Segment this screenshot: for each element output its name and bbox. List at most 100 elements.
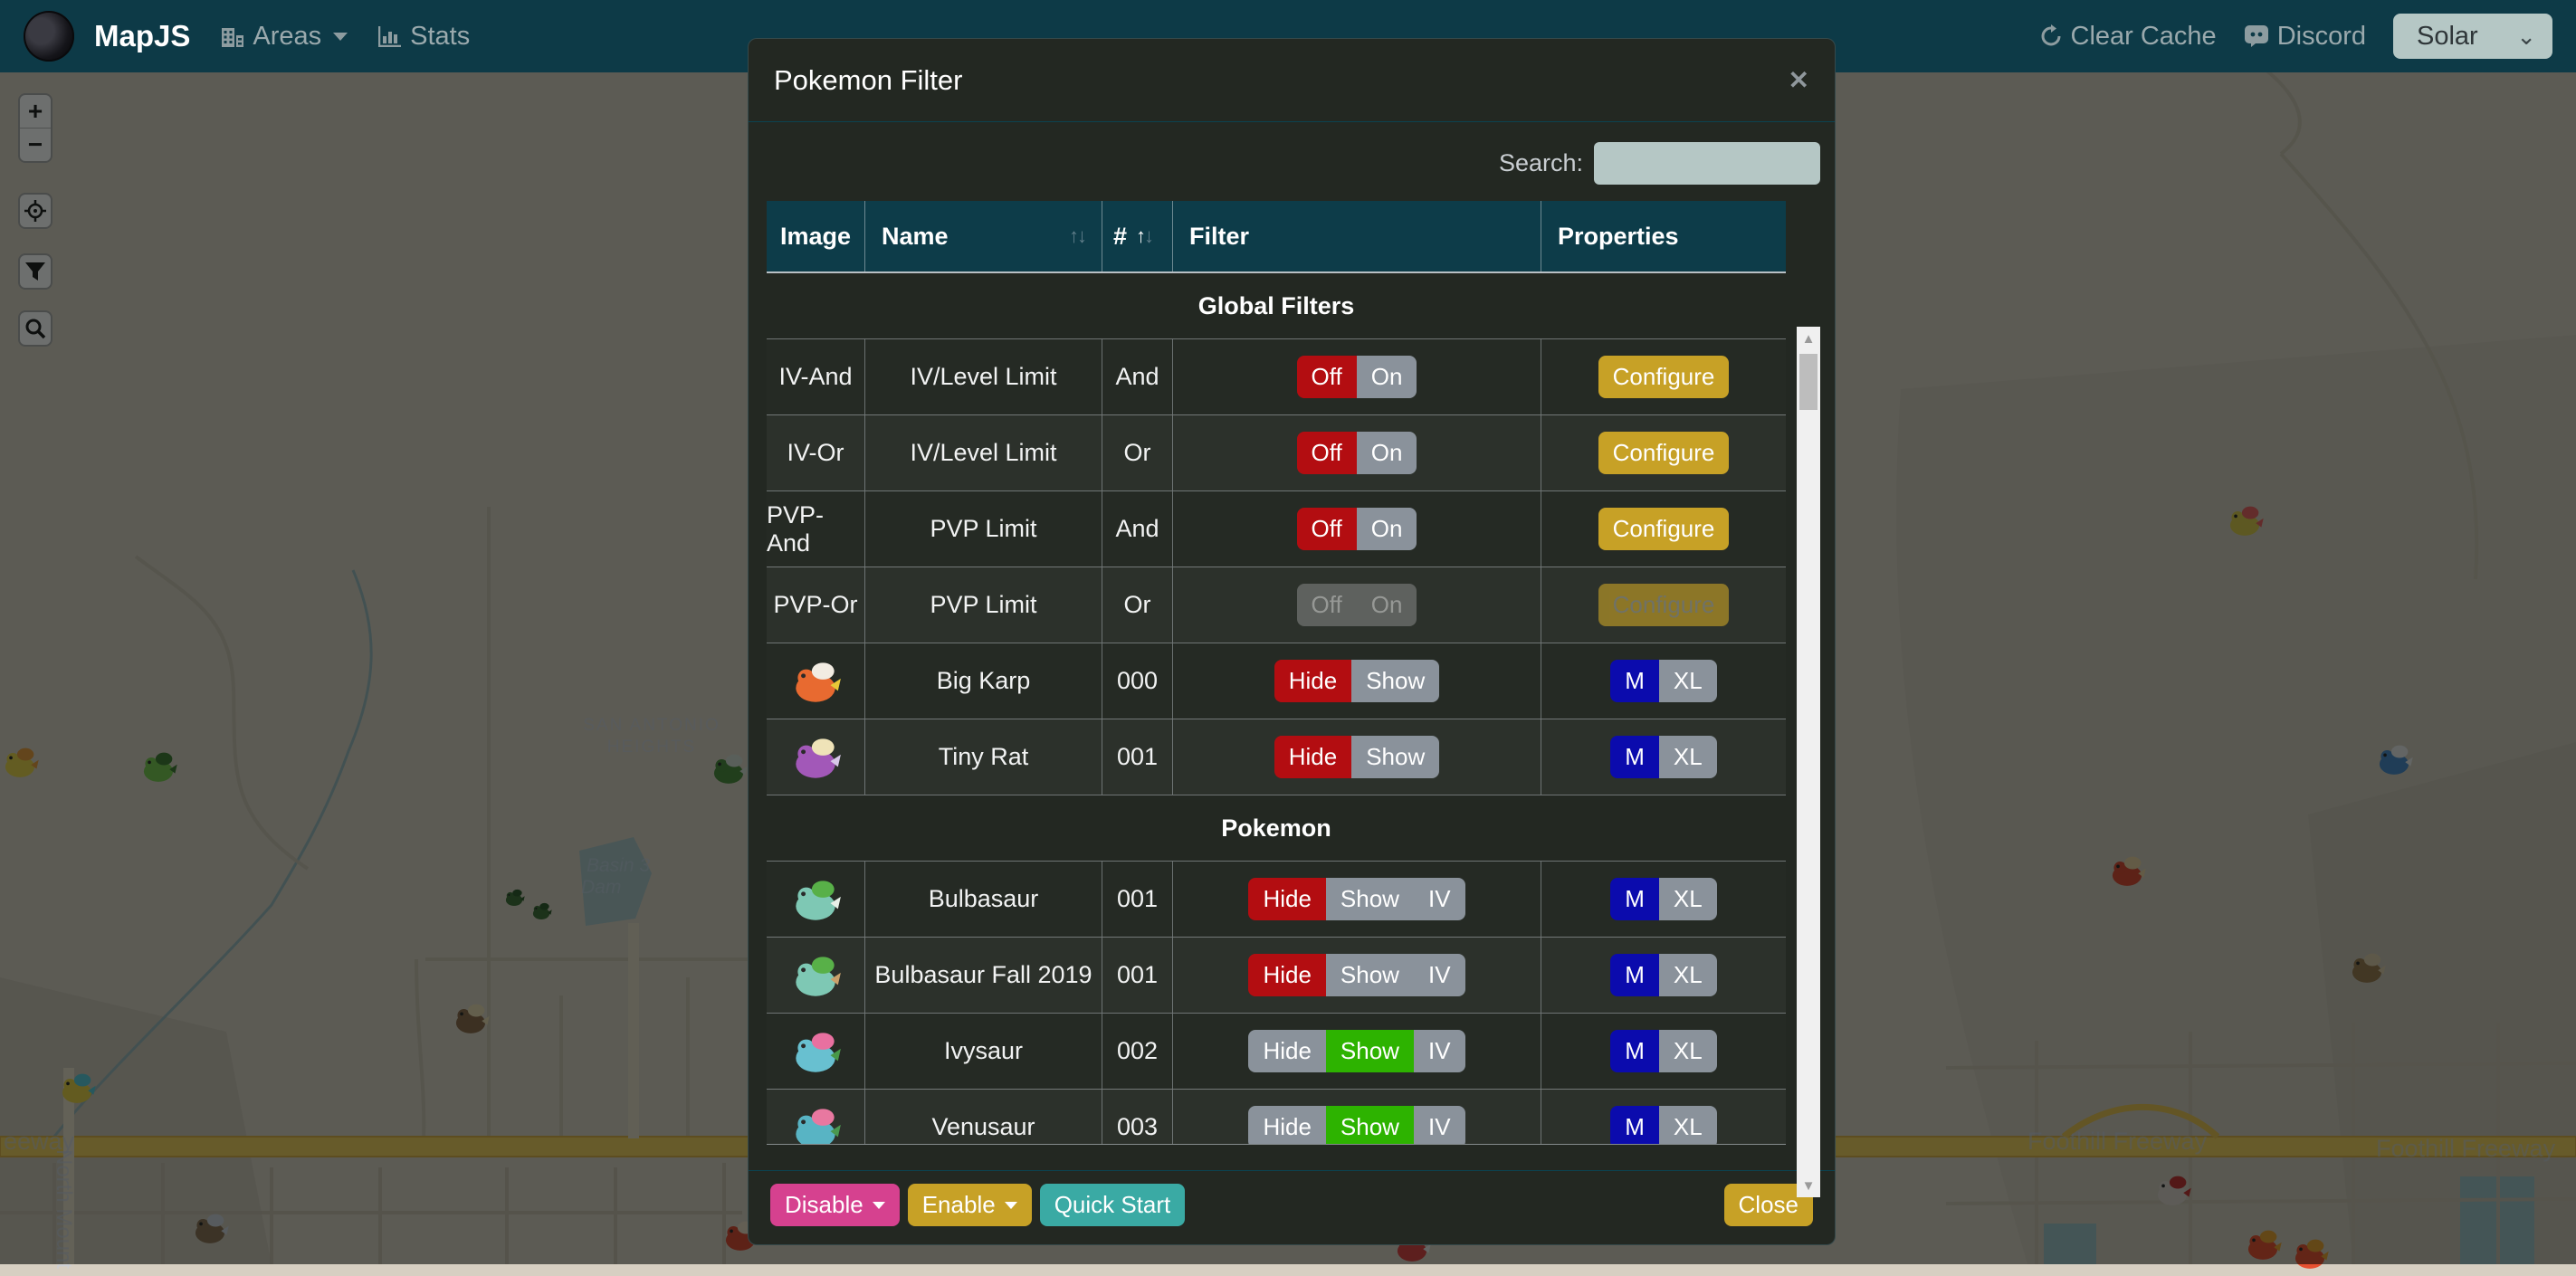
filter-toggle-group: Hide Show IV: [1248, 878, 1465, 920]
modal-body: Search: Image Name ↑↓ # ↑↓ Filter Properties G…: [749, 122, 1835, 1145]
pokemon-sprite-cell: [767, 719, 865, 795]
filter-cell: Off On: [1173, 339, 1541, 414]
filter-id-cell: IV-And: [767, 339, 865, 414]
scrollbar-thumb[interactable]: [1799, 354, 1818, 410]
filter-toggle-hide-button[interactable]: Hide: [1274, 736, 1352, 778]
pokemon-sprite-ivysaur: [796, 1032, 841, 1072]
configure-button[interactable]: Configure: [1598, 356, 1730, 398]
filter-toggle-show-button[interactable]: Show: [1351, 736, 1440, 778]
number-cell: 001: [1102, 938, 1173, 1013]
filter-cell: Hide Show IV: [1173, 1090, 1541, 1144]
filter-toggle-show-button[interactable]: Show: [1325, 1106, 1414, 1144]
filter-toggle-show-button[interactable]: Show: [1351, 660, 1440, 702]
filter-toggle-off-button[interactable]: Off: [1296, 356, 1357, 398]
filter-toggle-hide-button[interactable]: Hide: [1248, 954, 1326, 996]
name-cell: PVP Limit: [865, 491, 1102, 567]
map-style-select[interactable]: Solar ⌄: [2393, 14, 2552, 59]
filter-toggle-on-button[interactable]: On: [1356, 356, 1417, 398]
size-m-button[interactable]: M: [1610, 660, 1659, 702]
filter-toggle-hide-button[interactable]: Hide: [1274, 660, 1352, 702]
filter-id-cell: PVP-And: [767, 491, 865, 567]
filter-toggle-group: Hide Show: [1274, 660, 1440, 702]
filter-toggle-on-button[interactable]: On: [1356, 508, 1417, 550]
filter-toggle-off-button[interactable]: Off: [1296, 584, 1357, 626]
nav-stats[interactable]: Stats: [378, 22, 470, 52]
filter-toggle-iv-button[interactable]: IV: [1413, 878, 1465, 920]
filter-toggle-off-button[interactable]: Off: [1296, 432, 1357, 474]
name-cell: Bulbasaur Fall 2019: [865, 938, 1102, 1013]
column-header-name[interactable]: Name ↑↓: [865, 201, 1102, 271]
size-xl-button[interactable]: XL: [1658, 878, 1717, 920]
pokemon-sprite-bulbasaur: [796, 880, 841, 920]
column-header-[interactable]: # ↑↓: [1102, 201, 1173, 271]
column-header-label: Filter: [1189, 222, 1250, 250]
chevron-down-icon: ⌄: [2516, 22, 2536, 50]
size-xl-button[interactable]: XL: [1658, 954, 1717, 996]
search-input[interactable]: [1594, 142, 1820, 185]
filter-toggle-show-button[interactable]: Show: [1325, 954, 1414, 996]
filter-toggle-hide-button[interactable]: Hide: [1248, 1106, 1326, 1144]
size-xl-button[interactable]: XL: [1658, 1030, 1717, 1072]
filter-toggle-iv-button[interactable]: IV: [1413, 1106, 1465, 1144]
discord-link[interactable]: Discord: [2244, 22, 2366, 52]
size-m-button[interactable]: M: [1610, 954, 1659, 996]
disable-button[interactable]: Disable: [770, 1184, 900, 1226]
table-scroll-area[interactable]: Global Filters IV-And IV/Level Limit And Off…: [767, 273, 1786, 1145]
modal-title: Pokemon Filter: [774, 63, 963, 96]
scrollbar-down-icon[interactable]: ▼: [1801, 1177, 1816, 1194]
nav-areas[interactable]: Areas: [221, 22, 348, 52]
number-cell: Or: [1102, 567, 1173, 643]
name-cell: Bulbasaur: [865, 862, 1102, 937]
properties-cell: Configure: [1541, 491, 1786, 567]
size-group: M XL: [1610, 1030, 1717, 1072]
filter-toggle-hide-button[interactable]: Hide: [1248, 878, 1326, 920]
properties-cell: Configure: [1541, 567, 1786, 643]
filter-cell: Hide Show IV: [1173, 862, 1541, 937]
quick-start-button[interactable]: Quick Start: [1039, 1184, 1186, 1226]
column-header-properties[interactable]: Properties: [1541, 201, 1786, 271]
filter-toggle-iv-button[interactable]: IV: [1413, 1030, 1465, 1072]
configure-button[interactable]: Configure: [1598, 508, 1730, 550]
filter-toggle-iv-button[interactable]: IV: [1413, 954, 1465, 996]
pokemon-sprite-magikarp: [796, 662, 841, 702]
filter-toggle-group: Hide Show IV: [1248, 1030, 1465, 1072]
size-m-button[interactable]: M: [1610, 1106, 1659, 1144]
filter-toggle-show-button[interactable]: Show: [1325, 1030, 1414, 1072]
filter-toggle-on-button[interactable]: On: [1356, 432, 1417, 474]
size-xl-button[interactable]: XL: [1658, 1106, 1717, 1144]
clear-cache-button[interactable]: Clear Cache: [2039, 22, 2217, 52]
brand-title[interactable]: MapJS: [94, 19, 191, 52]
size-m-button[interactable]: M: [1610, 736, 1659, 778]
table-row: Venusaur 003 Hide Show IV M XL: [767, 1089, 1786, 1144]
sort-icon[interactable]: ↑↓: [1069, 224, 1087, 247]
button-label: Enable: [921, 1191, 996, 1218]
scrollbar-up-icon[interactable]: ▲: [1801, 330, 1816, 347]
size-xl-button[interactable]: XL: [1658, 736, 1717, 778]
name-cell: Ivysaur: [865, 1014, 1102, 1089]
column-header-image[interactable]: Image: [767, 201, 865, 271]
filter-toggle-off-button[interactable]: Off: [1296, 508, 1357, 550]
table-scrollbar[interactable]: ▲ ▼: [1797, 327, 1820, 1197]
filter-cell: Hide Show: [1173, 643, 1541, 719]
filter-toggle-show-button[interactable]: Show: [1325, 878, 1414, 920]
filter-toggle-on-button[interactable]: On: [1356, 584, 1417, 626]
pokemon-filter-modal: Pokemon Filter ✕ Search: Image Name ↑↓ # ↑↓ F…: [748, 38, 1836, 1245]
discord-icon: [2244, 25, 2268, 47]
search-label: Search:: [1498, 149, 1583, 176]
filter-toggle-group: Hide Show: [1274, 736, 1440, 778]
properties-cell: M XL: [1541, 1014, 1786, 1089]
size-m-button[interactable]: M: [1610, 878, 1659, 920]
sort-icon[interactable]: ↑↓: [1136, 224, 1154, 247]
size-xl-button[interactable]: XL: [1658, 660, 1717, 702]
close-icon[interactable]: ✕: [1788, 65, 1809, 94]
column-header-filter[interactable]: Filter: [1173, 201, 1541, 271]
table-row: PVP-Or PVP Limit Or Off On Configure: [767, 567, 1786, 643]
size-m-button[interactable]: M: [1610, 1030, 1659, 1072]
configure-button[interactable]: Configure: [1598, 584, 1730, 626]
configure-button[interactable]: Configure: [1598, 432, 1730, 474]
filter-toggle-hide-button[interactable]: Hide: [1248, 1030, 1326, 1072]
filter-id-cell: IV-Or: [767, 415, 865, 490]
enable-button[interactable]: Enable: [907, 1184, 1032, 1226]
app-logo[interactable]: [24, 11, 74, 62]
number-cell: And: [1102, 491, 1173, 567]
